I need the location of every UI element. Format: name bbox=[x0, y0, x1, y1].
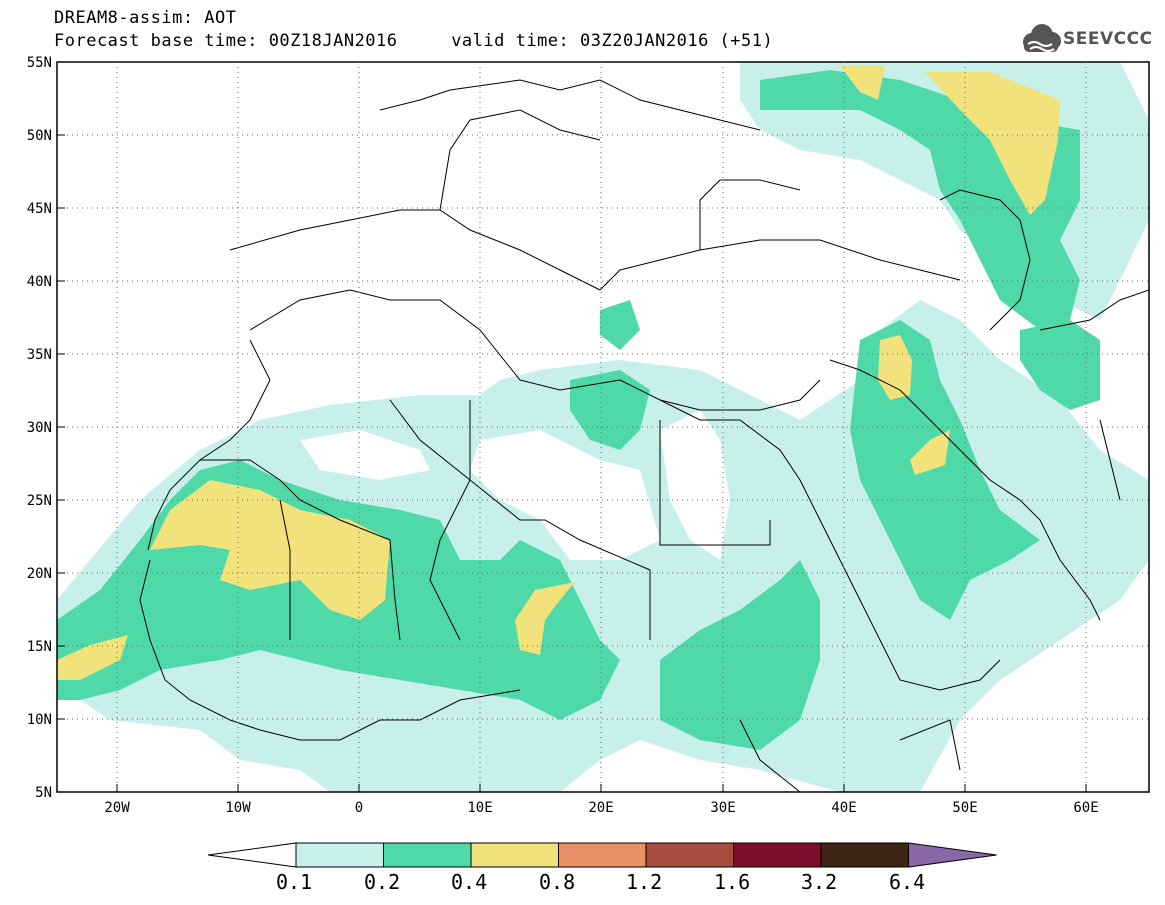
lon-label: 50E bbox=[952, 800, 977, 816]
aot-02-greece bbox=[600, 300, 640, 350]
lon-label: 10E bbox=[467, 800, 492, 816]
cloud-icon bbox=[1023, 24, 1061, 52]
colorbar-label: 0.8 bbox=[539, 870, 576, 894]
aot-02-sudan bbox=[660, 560, 820, 750]
lat-label: 25N bbox=[27, 493, 52, 509]
aot-04-kuwait bbox=[910, 430, 950, 475]
lat-label: 20N bbox=[27, 566, 52, 582]
lat-label: 55N bbox=[27, 55, 52, 71]
colorbar-segment bbox=[820, 842, 909, 868]
colorbar-label: 0.2 bbox=[364, 870, 401, 894]
aot-04-kazakh bbox=[925, 72, 1060, 215]
colorbar-label: 0.4 bbox=[451, 870, 488, 894]
lat-label: 50N bbox=[27, 128, 52, 144]
colorbar-segment bbox=[470, 842, 559, 868]
map-title: DREAM8-assim: AOT bbox=[54, 8, 237, 28]
lon-label: 0 bbox=[355, 800, 363, 816]
logo-text: SEEVCCC bbox=[1063, 29, 1153, 49]
lat-label: 10N bbox=[27, 712, 52, 728]
colorbar bbox=[207, 842, 997, 868]
aot-02-libya bbox=[570, 370, 650, 450]
lat-label: 40N bbox=[27, 274, 52, 290]
aot-04-chad bbox=[515, 582, 575, 655]
aot-04-volga bbox=[840, 66, 885, 100]
colorbar-label: 0.1 bbox=[276, 870, 313, 894]
lon-label: 40E bbox=[831, 800, 856, 816]
colorbar-label: 1.6 bbox=[714, 870, 751, 894]
forecast-times: Forecast base time: 00Z18JAN2016 valid t… bbox=[54, 31, 774, 51]
colorbar-segment bbox=[733, 842, 822, 868]
colorbar-label: 6.4 bbox=[889, 870, 926, 894]
aot-04-senegal bbox=[57, 635, 128, 680]
lon-label: 60E bbox=[1073, 800, 1098, 816]
lat-label: 35N bbox=[27, 347, 52, 363]
lon-label: 10W bbox=[225, 800, 251, 816]
colorbar-label: 3.2 bbox=[801, 870, 838, 894]
colorbar-under-triangle bbox=[207, 842, 297, 868]
colorbar-segment bbox=[645, 842, 734, 868]
colorbar-segment bbox=[558, 842, 647, 868]
aot-02-iran bbox=[1020, 320, 1100, 410]
lat-label: 30N bbox=[27, 420, 52, 436]
lon-label: 30E bbox=[710, 800, 735, 816]
lat-label: 5N bbox=[35, 785, 52, 801]
lat-label: 15N bbox=[27, 639, 52, 655]
colorbar-label: 1.2 bbox=[626, 870, 663, 894]
lat-label: 45N bbox=[27, 201, 52, 217]
aot-04-mauritania bbox=[150, 480, 390, 620]
lon-label: 20E bbox=[588, 800, 613, 816]
colorbar-segment bbox=[295, 842, 384, 868]
colorbar-segment bbox=[383, 842, 472, 868]
colorbar-over-triangle bbox=[908, 842, 997, 868]
lon-label: 20W bbox=[104, 800, 130, 816]
